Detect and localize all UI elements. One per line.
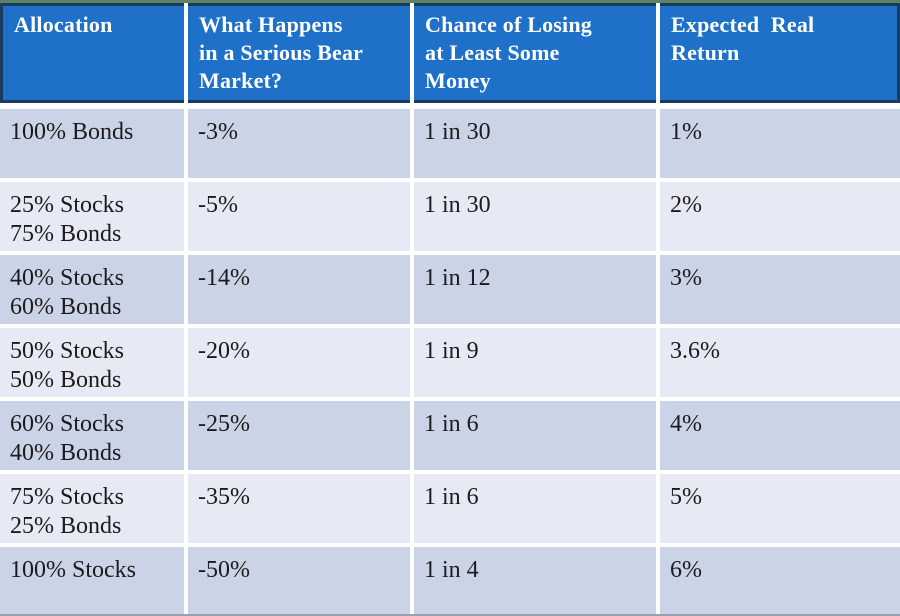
cell-bear-market: -14% [188,255,410,324]
cell-allocation: 50% Stocks 50% Bonds [0,328,184,397]
table-row: 50% Stocks 50% Bonds -20% 1 in 9 3.6% [0,328,900,397]
cell-bear-market: -50% [188,547,410,616]
table-row: 100% Bonds -3% 1 in 30 1% [0,109,900,178]
table-row: 25% Stocks 75% Bonds -5% 1 in 30 2% [0,182,900,251]
cell-expected-return: 1% [660,109,900,178]
cell-allocation: 25% Stocks 75% Bonds [0,182,184,251]
column-header-expected-return: Expected Real Return [660,3,900,103]
cell-chance-losing: 1 in 30 [414,109,656,178]
cell-bear-market: -20% [188,328,410,397]
cell-chance-losing: 1 in 30 [414,182,656,251]
cell-bear-market: -5% [188,182,410,251]
cell-chance-losing: 1 in 9 [414,328,656,397]
cell-allocation: 40% Stocks 60% Bonds [0,255,184,324]
cell-bear-market: -3% [188,109,410,178]
table-row: 40% Stocks 60% Bonds -14% 1 in 12 3% [0,255,900,324]
cell-bear-market: -25% [188,401,410,470]
cell-chance-losing: 1 in 6 [414,401,656,470]
cell-bear-market: -35% [188,474,410,543]
column-header-bear-market: What Happens in a Serious Bear Market? [188,3,410,103]
cell-chance-losing: 1 in 4 [414,547,656,616]
cell-allocation: 75% Stocks 25% Bonds [0,474,184,543]
table-row: 75% Stocks 25% Bonds -35% 1 in 6 5% [0,474,900,543]
column-header-allocation: Allocation [0,3,184,103]
cell-allocation: 100% Stocks [0,547,184,616]
table-row: 60% Stocks 40% Bonds -25% 1 in 6 4% [0,401,900,470]
cell-expected-return: 6% [660,547,900,616]
slide-edge-top [0,0,900,3]
cell-expected-return: 3.6% [660,328,900,397]
allocation-risk-table: Allocation What Happens in a Serious Bea… [0,3,900,616]
table-body: 100% Bonds -3% 1 in 30 1% 25% Stocks 75%… [0,103,900,616]
cell-allocation: 100% Bonds [0,109,184,178]
cell-expected-return: 4% [660,401,900,470]
cell-allocation: 60% Stocks 40% Bonds [0,401,184,470]
table-row: 100% Stocks -50% 1 in 4 6% [0,547,900,616]
cell-expected-return: 3% [660,255,900,324]
cell-chance-losing: 1 in 6 [414,474,656,543]
cell-expected-return: 5% [660,474,900,543]
cell-expected-return: 2% [660,182,900,251]
table-header-row: Allocation What Happens in a Serious Bea… [0,3,900,103]
cell-chance-losing: 1 in 12 [414,255,656,324]
column-header-chance-losing: Chance of Losing at Least Some Money [414,3,656,103]
slide-edge-bottom [0,614,900,616]
